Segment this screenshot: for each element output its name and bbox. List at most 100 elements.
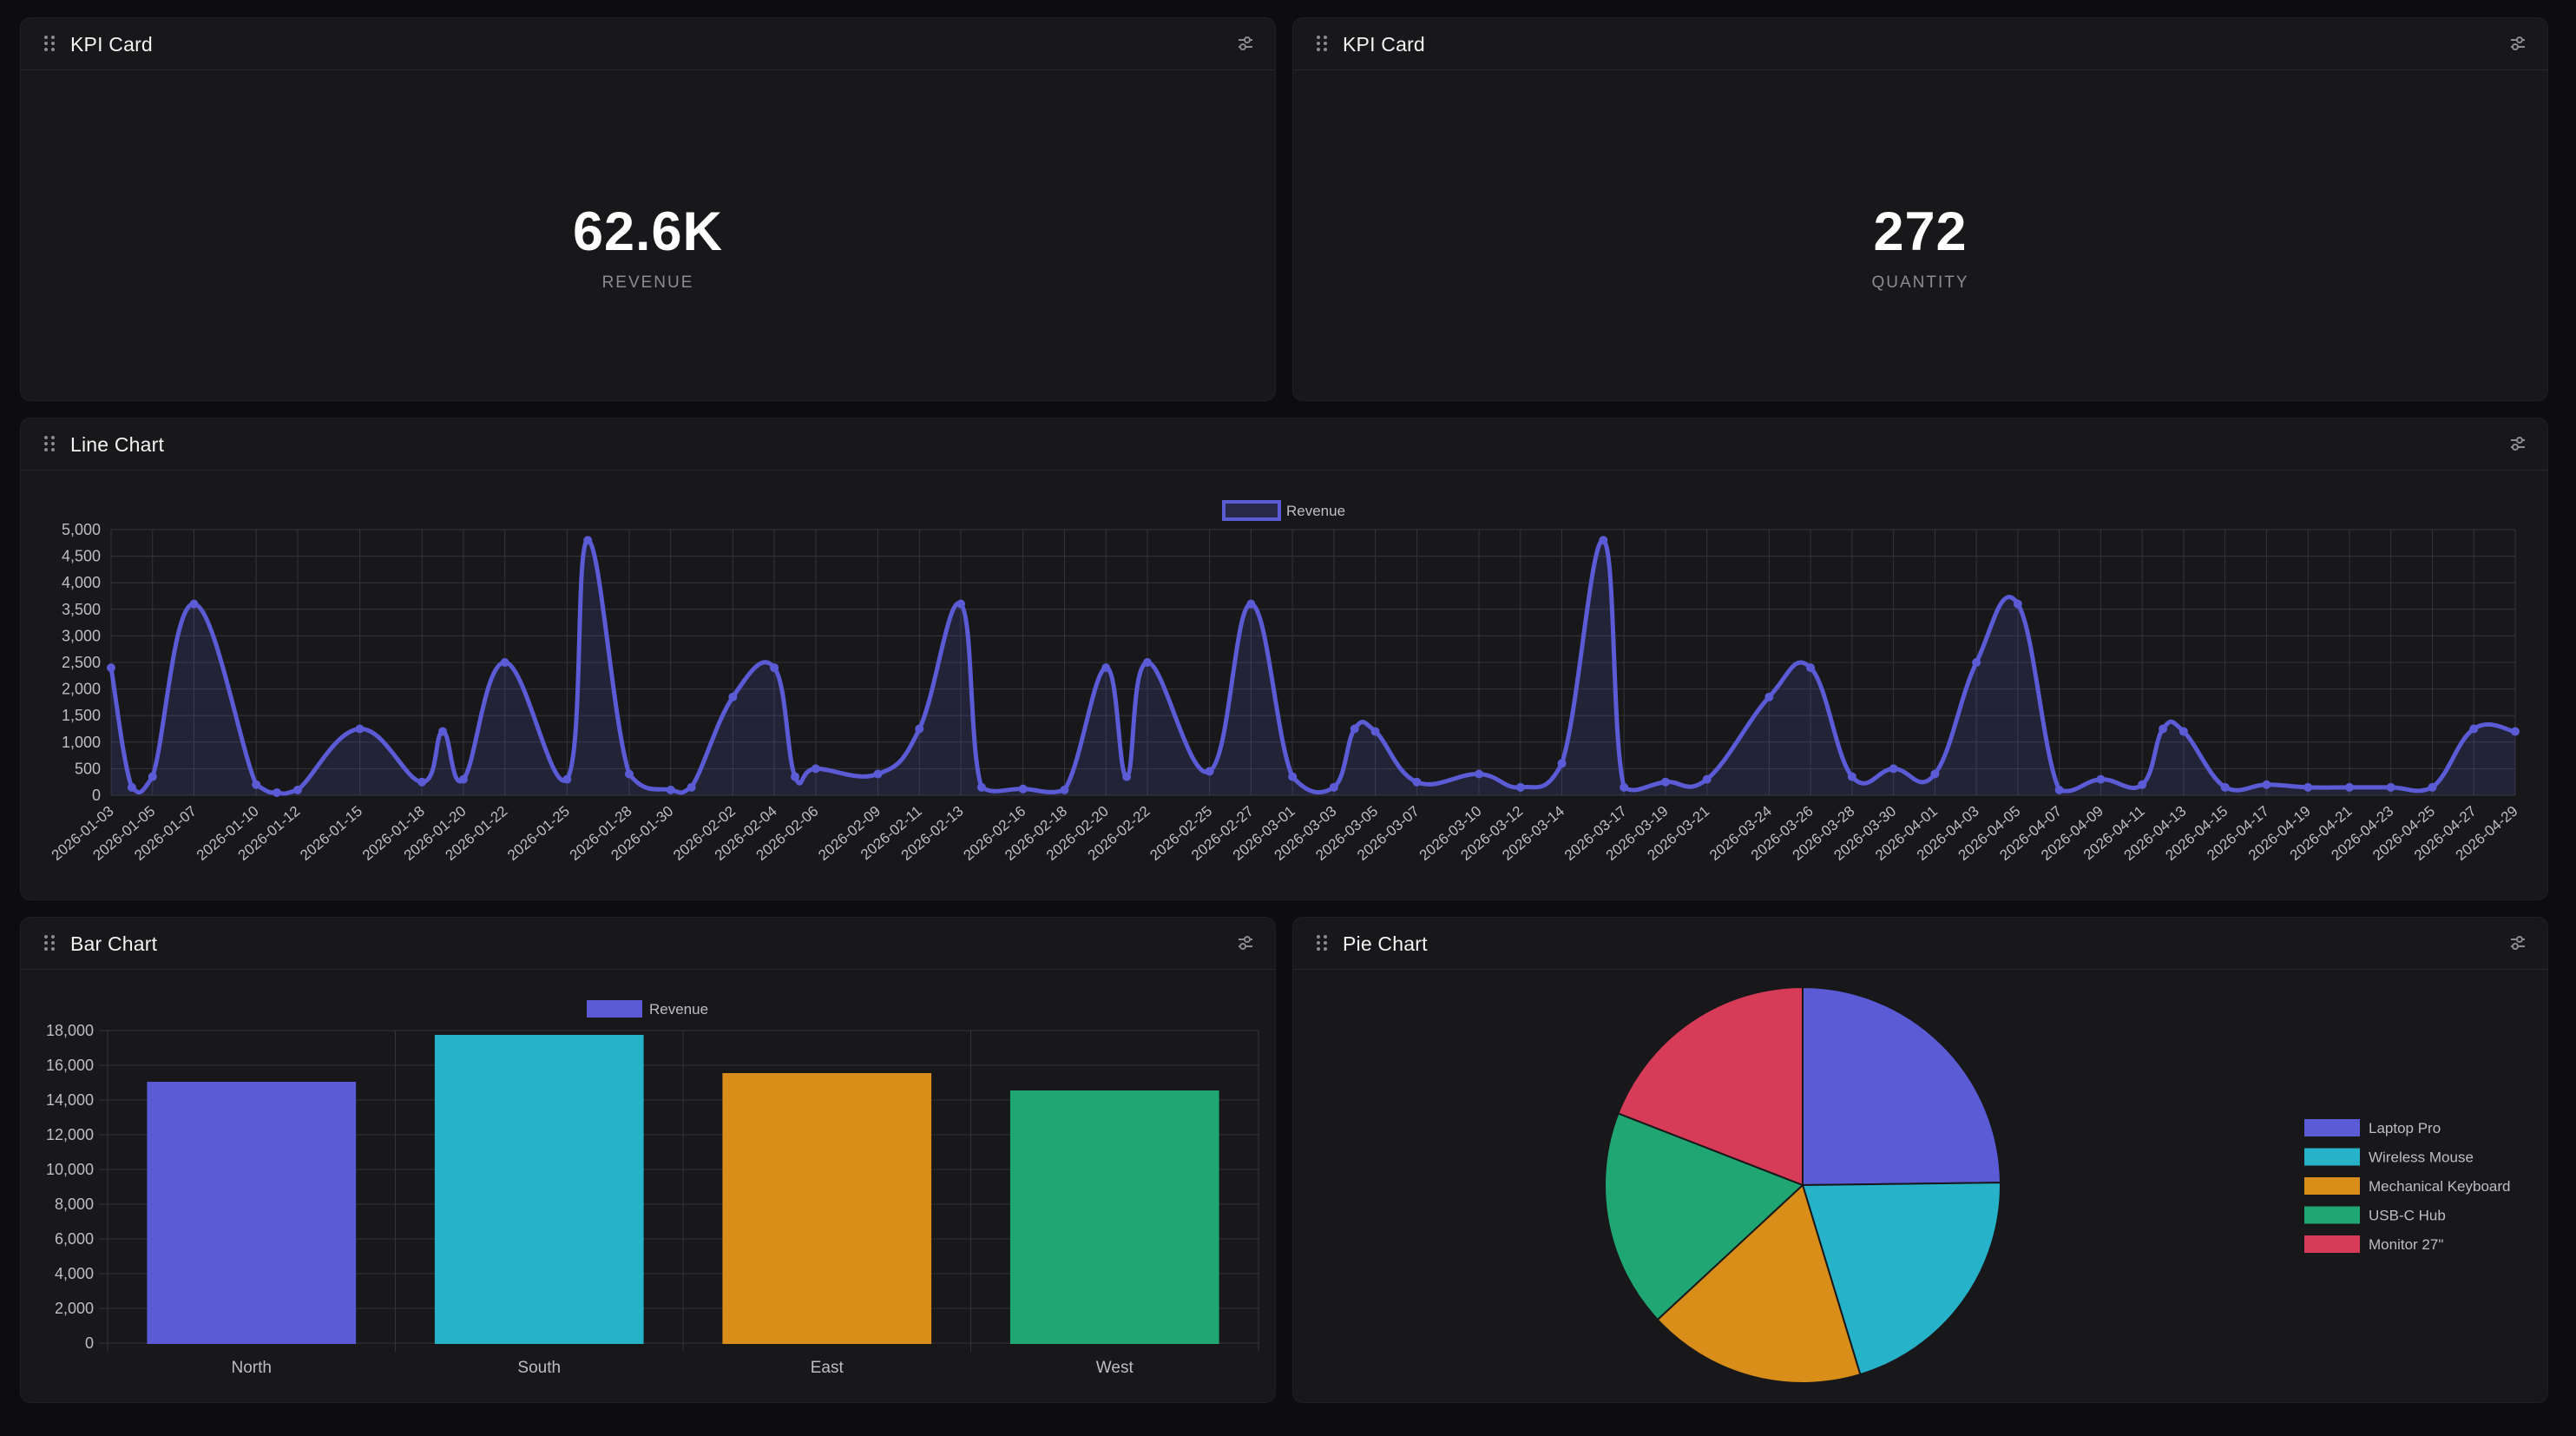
drag-handle-icon[interactable] <box>1316 34 1328 53</box>
data-point <box>687 782 696 792</box>
y-tick-label: 2,000 <box>55 1300 94 1317</box>
y-tick-label: 5,000 <box>62 521 101 538</box>
y-tick-label: 14,000 <box>46 1091 94 1109</box>
y-tick-label: 3,500 <box>62 601 101 618</box>
data-point <box>127 782 136 792</box>
card-header: Line Chart <box>21 418 2547 471</box>
data-point <box>1329 782 1338 792</box>
data-point <box>1475 769 1484 779</box>
data-point <box>2054 785 2064 794</box>
data-point <box>148 772 157 781</box>
kpi-value: 272 <box>1873 201 1968 262</box>
data-point <box>1889 764 1898 774</box>
kpi-card-quantity: KPI Card 272 QUANTITY <box>1292 17 2548 401</box>
data-point <box>1205 767 1214 776</box>
y-tick-label: 1,500 <box>62 707 101 724</box>
data-point <box>1142 658 1152 667</box>
data-point <box>500 658 509 667</box>
pie-slice <box>1604 1112 1804 1321</box>
data-point <box>956 599 966 609</box>
legend-swatch <box>2304 1235 2360 1253</box>
data-point <box>583 536 593 545</box>
kpi-label: REVENUE <box>601 273 694 292</box>
card-header: KPI Card <box>21 18 1275 70</box>
drag-handle-icon[interactable] <box>43 34 56 53</box>
bar <box>1009 1090 1219 1344</box>
y-tick-label: 500 <box>75 760 101 777</box>
legend-label: Mechanical Keyboard <box>2369 1178 2510 1195</box>
kpi-value: 62.6K <box>572 201 724 262</box>
data-point <box>1246 599 1256 609</box>
card-header: Bar Chart <box>21 918 1275 970</box>
x-tick-label: South <box>517 1359 561 1377</box>
settings-sliders-icon[interactable] <box>2509 434 2527 453</box>
data-point <box>770 663 779 673</box>
legend-swatch <box>2304 1177 2360 1195</box>
data-point <box>355 724 365 734</box>
card-title: Bar Chart <box>70 932 158 955</box>
pie-slice <box>1801 1182 2001 1376</box>
x-tick-label: 2026-01-25 <box>504 803 573 864</box>
x-tick-label: East <box>811 1359 844 1377</box>
settings-sliders-icon[interactable] <box>1237 34 1254 53</box>
line-chart-card: Line Chart Revenue 0 500 1,000 1,500 2,000 2,5… <box>20 418 2548 900</box>
data-point <box>1060 785 1069 794</box>
y-tick-label: 12,000 <box>46 1126 94 1143</box>
drag-handle-icon[interactable] <box>43 434 56 453</box>
legend-label: Laptop Pro <box>2369 1120 2441 1136</box>
legend-swatch <box>1222 500 1281 521</box>
y-tick-label: 0 <box>85 1334 94 1352</box>
data-point <box>728 692 738 702</box>
settings-sliders-icon[interactable] <box>2509 34 2527 53</box>
data-point <box>2344 782 2354 792</box>
data-point <box>1412 777 1422 787</box>
data-point <box>915 724 924 734</box>
y-tick-label: 4,500 <box>62 548 101 565</box>
legend-label: USB-C Hub <box>2369 1208 2446 1224</box>
card-header: Pie Chart <box>1293 918 2547 970</box>
data-point <box>1620 782 1629 792</box>
legend-label: Wireless Mouse <box>2369 1149 2474 1166</box>
data-point <box>1806 663 1816 673</box>
data-point <box>2178 727 2188 736</box>
data-point <box>189 599 199 609</box>
legend-swatch <box>2304 1148 2360 1166</box>
data-point <box>2013 599 2022 609</box>
data-point <box>1660 777 1670 787</box>
series-area <box>111 540 2515 795</box>
pie-slice <box>1802 985 2001 1187</box>
pie-chart: Laptop Pro Wireless Mouse Mechanical Keybo… <box>1604 985 2510 1384</box>
data-point <box>666 785 675 794</box>
data-point <box>107 663 115 673</box>
data-point <box>2469 724 2479 734</box>
data-point <box>292 785 302 794</box>
data-point <box>1702 774 1712 784</box>
y-tick-label: 2,500 <box>62 654 101 671</box>
data-point <box>1847 772 1856 781</box>
drag-handle-icon[interactable] <box>43 933 56 952</box>
y-tick-label: 4,000 <box>62 574 101 591</box>
data-point <box>1557 759 1567 768</box>
data-point <box>1764 692 1774 702</box>
data-point <box>1288 772 1298 781</box>
settings-sliders-icon[interactable] <box>2509 933 2527 952</box>
data-point <box>417 777 427 787</box>
y-tick-label: 0 <box>92 787 101 804</box>
data-point <box>1599 536 1608 545</box>
data-point <box>273 787 282 797</box>
settings-sliders-icon[interactable] <box>1237 933 1254 952</box>
data-point <box>2303 782 2313 792</box>
data-point <box>2138 780 2147 789</box>
y-tick-label: 2,000 <box>62 681 101 698</box>
y-tick-label: 10,000 <box>46 1161 94 1178</box>
data-point <box>624 769 634 779</box>
data-point <box>1122 772 1132 781</box>
x-tick-label: 2026-01-15 <box>297 803 365 864</box>
bar-chart: Revenue 0 2,000 4,000 6,000 8,000 10,000 12,000… <box>46 1000 1259 1377</box>
data-point <box>873 769 883 779</box>
data-point <box>1018 784 1028 794</box>
line-chart: Revenue 0 500 1,000 1,500 2,000 2,500 3,000 3,50… <box>49 500 2521 864</box>
drag-handle-icon[interactable] <box>1316 933 1328 952</box>
kpi-label: QUANTITY <box>1871 273 1969 292</box>
bar <box>722 1073 932 1344</box>
